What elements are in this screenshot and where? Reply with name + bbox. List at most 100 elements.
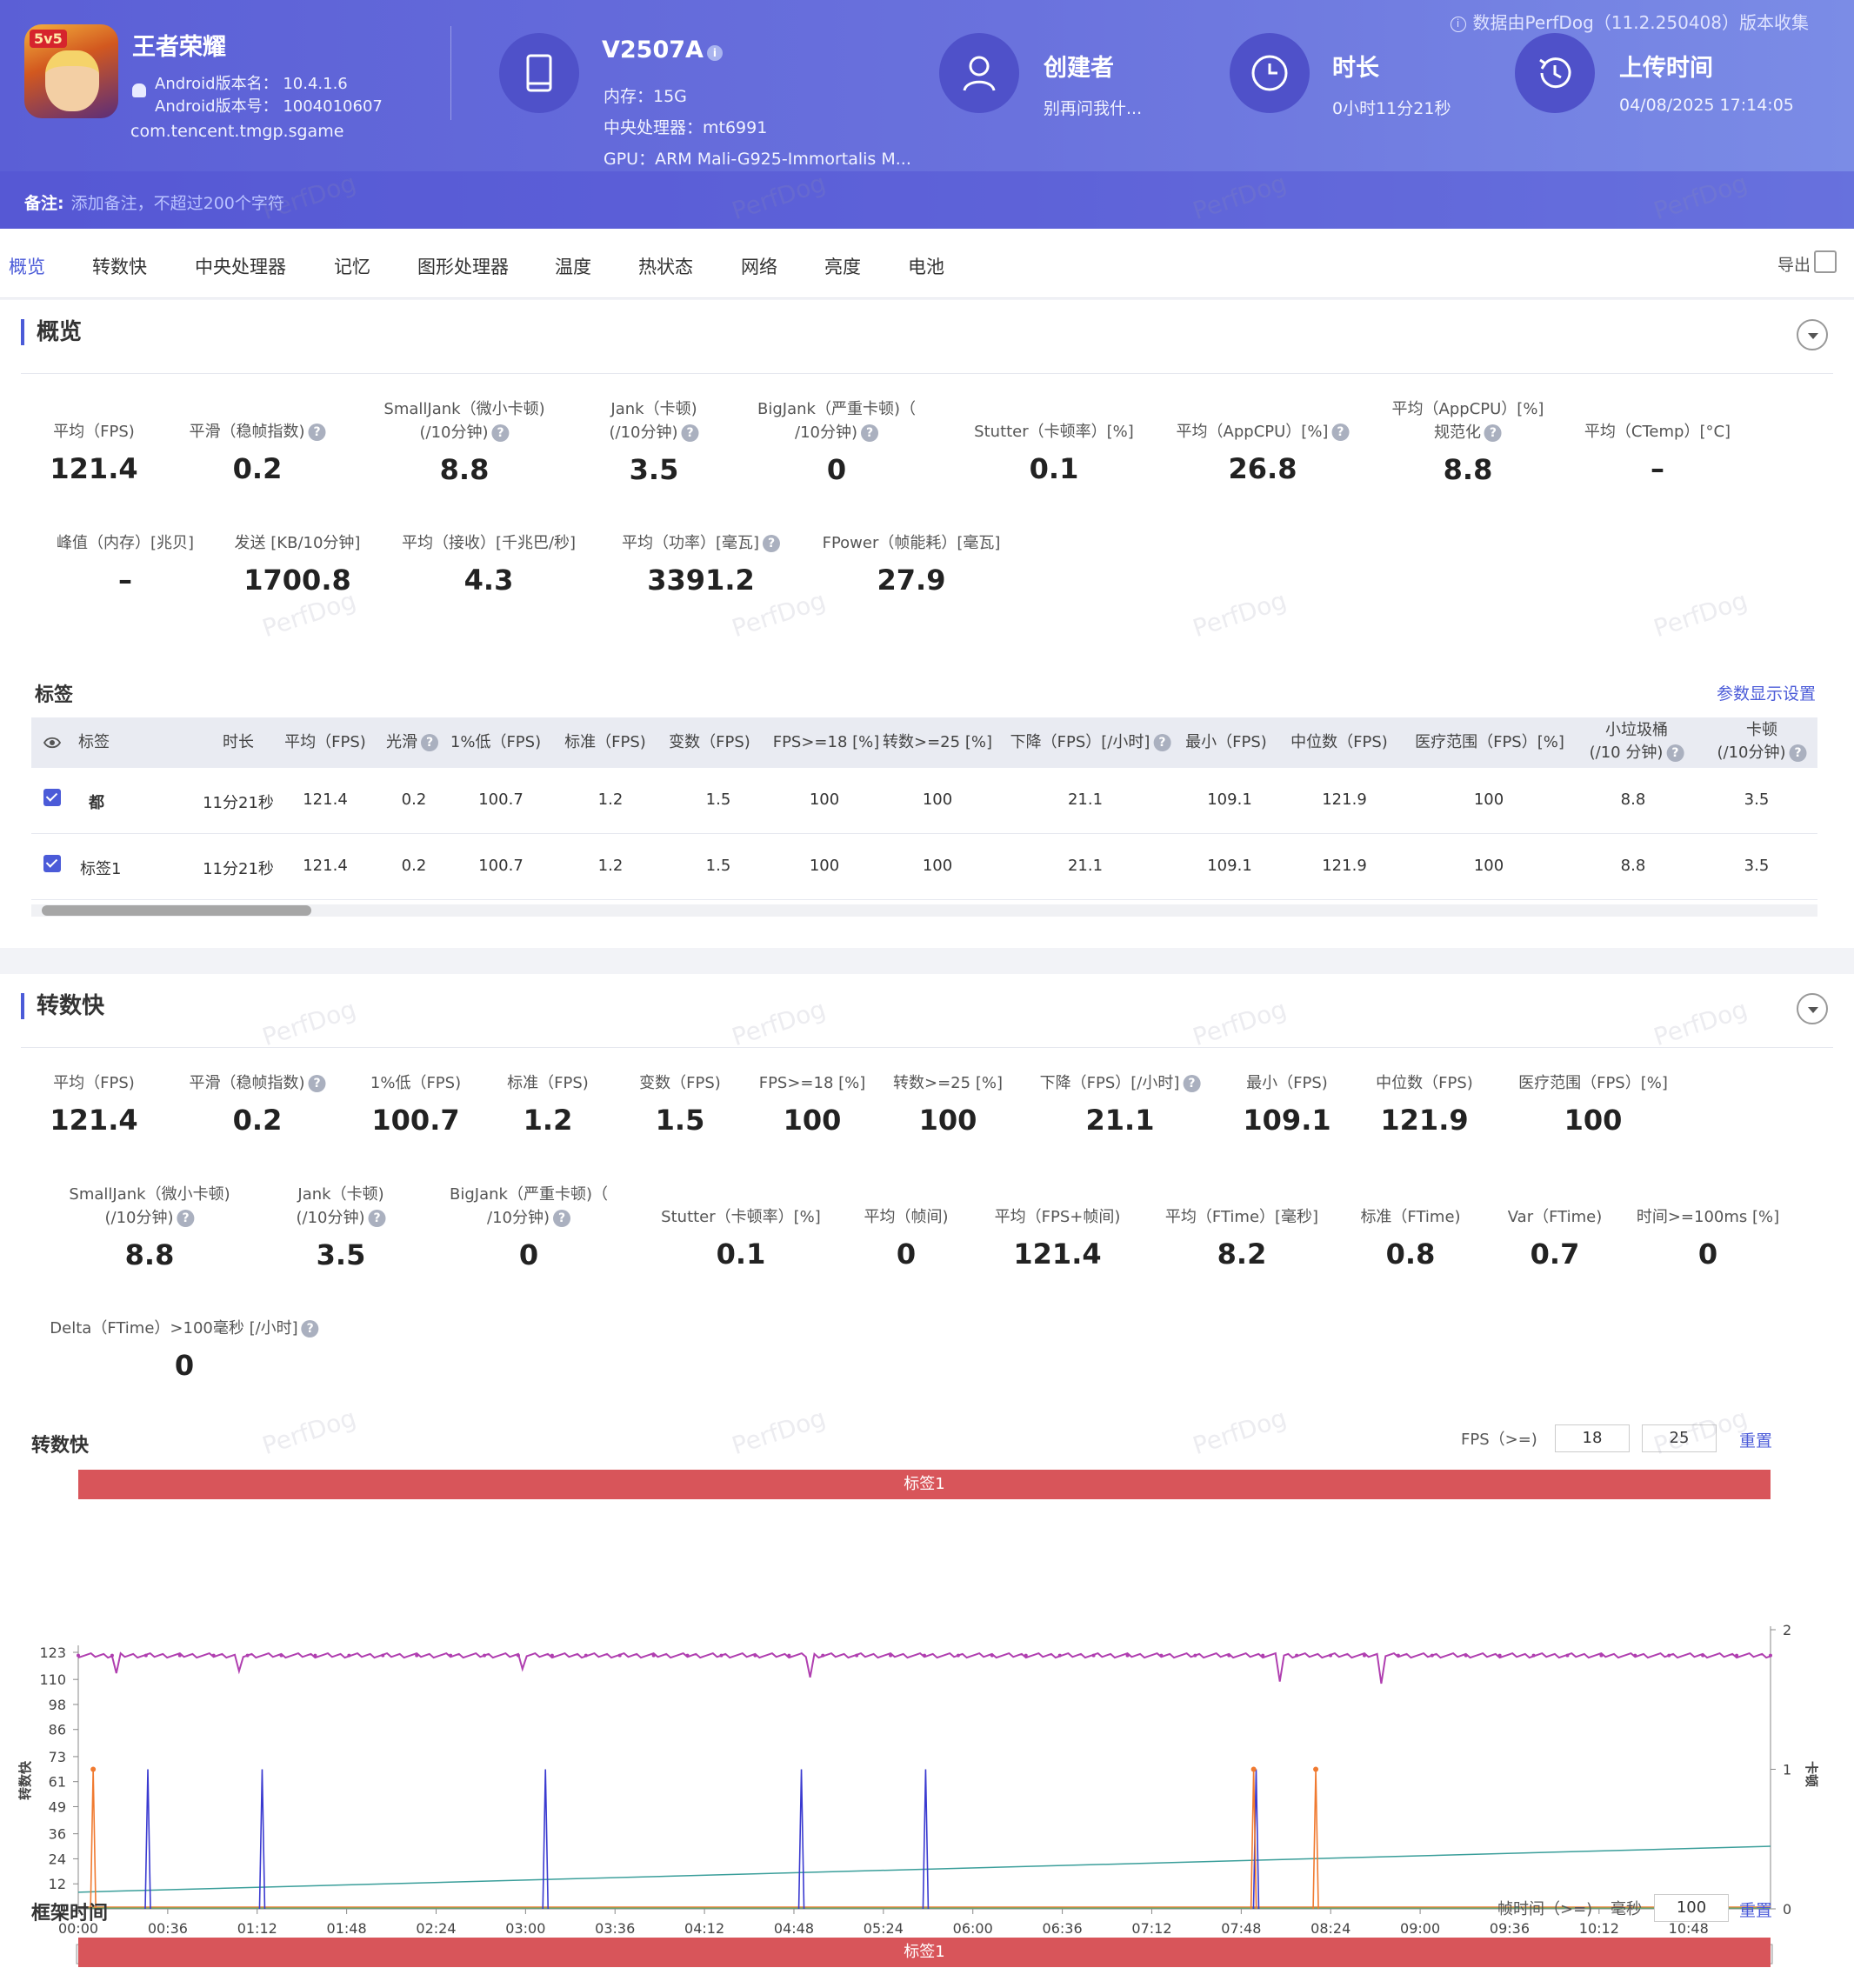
- th-min-fps[interactable]: 最小（FPS): [1185, 733, 1267, 751]
- tab-network[interactable]: 网络: [741, 257, 777, 277]
- help-icon[interactable]: ?: [491, 424, 510, 442]
- tab-thermal[interactable]: 热状态: [638, 257, 693, 277]
- y-tick-label: 61: [49, 1774, 66, 1791]
- metric-smalljank: SmallJank（微小卡顿) (/10分钟)? 8.8: [383, 400, 545, 486]
- row-checkbox[interactable]: [43, 789, 61, 806]
- export-icon[interactable]: [1814, 250, 1837, 273]
- remark-bar[interactable]: 备注: 添加备注，不超过200个字符: [0, 171, 1854, 229]
- overview-title: 概览: [21, 319, 82, 345]
- device-cpu: 中央处理器：mt6991: [604, 118, 768, 137]
- help-icon[interactable]: ?: [553, 1210, 570, 1227]
- help-icon[interactable]: ?: [763, 535, 781, 552]
- series-fps-point: [1565, 1653, 1570, 1658]
- tag-bar[interactable]: 标签1: [78, 1470, 1771, 1499]
- help-icon[interactable]: ?: [1153, 734, 1171, 751]
- metric-avg-fps: 平均（FPS) 121.4: [50, 423, 138, 485]
- series-jank-point: [1313, 1766, 1319, 1772]
- th-duration[interactable]: 时长: [223, 733, 254, 751]
- th-jank[interactable]: 卡顿 (/10分钟)?: [1717, 719, 1807, 764]
- series-fps-point: [1024, 1653, 1028, 1658]
- y-tick-label: 86: [49, 1722, 66, 1738]
- tab-battery[interactable]: 电池: [908, 257, 944, 277]
- th-tag[interactable]: 标签: [78, 733, 110, 751]
- table-row[interactable]: 都 11分21秒 121.4 0.2 100.7 1.2 1.5 100 100…: [31, 768, 1817, 834]
- help-icon[interactable]: ?: [177, 1210, 195, 1227]
- clock-icon: [1230, 33, 1310, 113]
- frametime-reset-button[interactable]: 重置: [1739, 1901, 1773, 1920]
- divider: [21, 1047, 1833, 1048]
- info-icon: i: [1450, 17, 1466, 32]
- y2-tick-label: 2: [1783, 1622, 1791, 1638]
- table-row[interactable]: 标签1 11分21秒 121.4 0.2 100.7 1.2 1.5 100 1…: [31, 834, 1817, 900]
- series-fps-point: [617, 1653, 622, 1658]
- param-settings-link[interactable]: 参数显示设置: [1716, 684, 1816, 704]
- th-smalljank[interactable]: 小垃圾桶 (/10 分钟)?: [1590, 719, 1684, 764]
- fps-reset-button[interactable]: 重置: [1739, 1431, 1773, 1451]
- y-tick-label: 110: [39, 1671, 66, 1688]
- y2-axis-label: 卡顿: [1804, 1761, 1819, 1787]
- tab-gpu[interactable]: 图形处理器: [417, 257, 509, 277]
- device-info-icon[interactable]: i: [706, 45, 723, 61]
- tab-temperature[interactable]: 温度: [555, 257, 591, 277]
- remark-input[interactable]: 添加备注，不超过200个字符: [70, 194, 284, 213]
- th-range-fps[interactable]: 医疗范围（FPS）[%]: [1415, 733, 1564, 751]
- help-icon[interactable]: ?: [1789, 744, 1807, 762]
- th-std-fps[interactable]: 标准（FPS): [564, 733, 646, 751]
- help-icon[interactable]: ?: [1183, 1075, 1201, 1092]
- help-icon[interactable]: ?: [421, 734, 438, 751]
- fps-metric-range: 医疗范围（FPS）[%] 100: [1518, 1074, 1668, 1137]
- help-icon[interactable]: ?: [861, 424, 878, 442]
- series-fps-point: [483, 1653, 487, 1658]
- th-avg-fps[interactable]: 平均（FPS): [284, 733, 366, 751]
- tab-bar: 概览 转数快 中央处理器 记忆 图形处理器 温度 热状态 网络 亮度 电池: [0, 229, 1854, 298]
- th-smooth[interactable]: 光滑?: [386, 731, 438, 754]
- tab-fps[interactable]: 转数快: [92, 257, 147, 277]
- table-scrollbar[interactable]: [31, 904, 1817, 917]
- series-fps-point: [956, 1653, 960, 1658]
- tab-cpu[interactable]: 中央处理器: [195, 257, 286, 277]
- fps-metric-stutter: Stutter（卡顿率）[%] 0.1: [661, 1208, 821, 1271]
- overview-collapse-button[interactable]: [1797, 319, 1828, 350]
- series-fps-point: [990, 1653, 994, 1658]
- upload-value: 04/08/2025 17:14:05: [1619, 96, 1794, 115]
- fps-threshold-input-1[interactable]: 18: [1555, 1424, 1630, 1452]
- series-fps-point: [313, 1653, 317, 1658]
- fps-threshold-input-2[interactable]: 25: [1642, 1424, 1717, 1452]
- fps-metric-smooth: 平滑（稳帧指数)? 0.2: [189, 1071, 326, 1137]
- eye-icon[interactable]: [43, 734, 61, 751]
- th-fps-ge-18[interactable]: FPS>=18 [%]: [772, 733, 880, 751]
- th-var-fps[interactable]: 变数（FPS): [669, 733, 750, 751]
- help-icon[interactable]: ?: [1331, 424, 1350, 441]
- scrollbar-thumb[interactable]: [42, 905, 311, 916]
- row-checkbox[interactable]: [43, 855, 61, 872]
- series-fps-point: [1261, 1653, 1265, 1658]
- x-tick-label: 10:48: [1669, 1920, 1709, 1937]
- x-tick-label: 07:12: [1131, 1920, 1171, 1937]
- tab-brightness[interactable]: 亮度: [824, 257, 861, 277]
- help-icon[interactable]: ?: [308, 424, 326, 441]
- help-icon[interactable]: ?: [368, 1210, 386, 1227]
- export-button[interactable]: 导出: [1777, 256, 1811, 275]
- frametime-input[interactable]: 100: [1654, 1894, 1729, 1922]
- series-fps-point: [1329, 1653, 1333, 1658]
- frametime-label: 帧时间（>=): [1497, 1900, 1593, 1918]
- help-icon[interactable]: ?: [301, 1320, 319, 1338]
- device-gpu: GPU：ARM Mali-G925-Immortalis M...: [604, 150, 911, 169]
- th-median-fps[interactable]: 中位数（FPS): [1290, 733, 1388, 751]
- help-icon[interactable]: ?: [681, 424, 699, 442]
- tags-title: 标签: [35, 684, 74, 706]
- help-icon[interactable]: ?: [1666, 744, 1684, 762]
- metric-stutter: Stutter（卡顿率）[%] 0.1: [974, 423, 1134, 485]
- tab-overview[interactable]: 概览: [9, 257, 45, 277]
- tab-memory[interactable]: 记忆: [334, 257, 370, 277]
- help-icon[interactable]: ?: [308, 1075, 326, 1092]
- metric-smooth: 平滑（稳帧指数)? 0.2: [189, 420, 326, 485]
- fps-collapse-button[interactable]: [1797, 993, 1828, 1024]
- series-fps-point: [651, 1653, 656, 1658]
- th-drop[interactable]: 下降（FPS）[/小时]?: [1010, 731, 1171, 754]
- help-icon[interactable]: ?: [1484, 424, 1502, 442]
- th-1pct-low[interactable]: 1%低（FPS): [450, 733, 542, 751]
- frametime-tag-bar[interactable]: 标签1: [78, 1938, 1771, 1967]
- th-fps-ge-25[interactable]: 转数>=25 [%]: [883, 733, 992, 751]
- series-fps-point: [1735, 1653, 1739, 1658]
